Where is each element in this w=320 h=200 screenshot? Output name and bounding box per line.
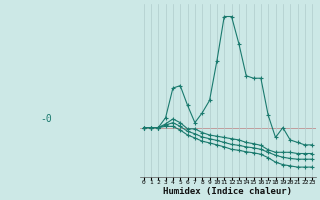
X-axis label: Humidex (Indice chaleur): Humidex (Indice chaleur) (164, 187, 292, 196)
Text: -0: -0 (40, 114, 52, 124)
